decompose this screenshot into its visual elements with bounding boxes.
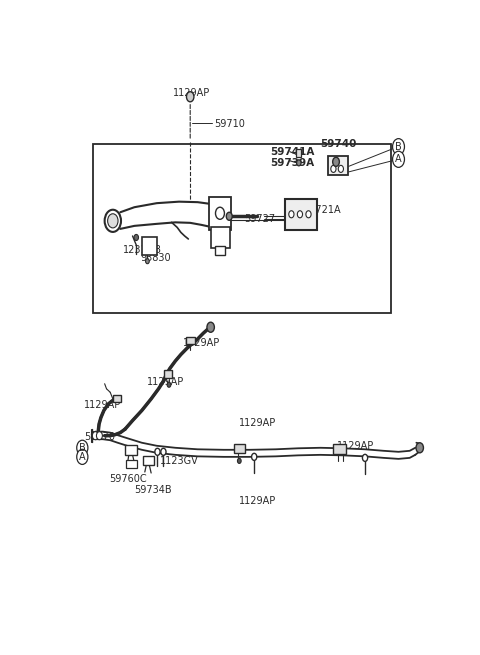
Text: 93830: 93830 (140, 253, 170, 263)
Bar (186, 337, 195, 345)
Text: 1129AP: 1129AP (239, 496, 276, 506)
Text: 59760C: 59760C (109, 474, 147, 483)
Circle shape (306, 211, 311, 218)
Circle shape (105, 210, 121, 232)
Text: A: A (79, 452, 85, 462)
Text: 1129AP: 1129AP (84, 400, 121, 411)
Bar (209, 197, 231, 230)
Text: B: B (395, 141, 402, 152)
Text: 1231DB: 1231DB (123, 245, 162, 255)
Bar (164, 370, 172, 378)
Circle shape (289, 211, 294, 218)
Text: 59739A: 59739A (270, 158, 314, 168)
Text: 1129AP: 1129AP (337, 441, 374, 451)
Text: 1129AP: 1129AP (183, 338, 220, 348)
Bar (94, 144, 391, 313)
Circle shape (416, 443, 423, 453)
Circle shape (167, 383, 171, 387)
Circle shape (161, 448, 166, 455)
Text: 59734B: 59734B (134, 485, 172, 495)
Text: 1123GV: 1123GV (160, 456, 199, 466)
Circle shape (338, 165, 344, 172)
Circle shape (186, 92, 194, 102)
Circle shape (297, 160, 301, 166)
Bar (285, 198, 317, 230)
Text: 59770: 59770 (84, 432, 115, 441)
Circle shape (96, 432, 102, 440)
Circle shape (362, 455, 368, 461)
Circle shape (297, 211, 302, 218)
Circle shape (226, 212, 232, 220)
Bar (211, 227, 230, 248)
Circle shape (216, 207, 225, 219)
Text: 59741A: 59741A (270, 147, 314, 157)
Bar (334, 444, 347, 455)
Circle shape (393, 139, 405, 155)
Bar (125, 445, 137, 455)
Circle shape (207, 322, 215, 332)
Circle shape (331, 165, 336, 172)
Text: 59710: 59710 (215, 119, 245, 129)
Bar (216, 246, 225, 255)
Bar (142, 237, 157, 255)
Bar (126, 460, 137, 468)
Circle shape (77, 449, 88, 464)
Text: 59721A: 59721A (304, 205, 341, 215)
Text: 1129AP: 1129AP (147, 377, 185, 387)
Circle shape (393, 151, 405, 168)
Text: 59740: 59740 (321, 139, 357, 149)
Circle shape (134, 234, 139, 240)
Bar (296, 149, 301, 157)
Circle shape (238, 458, 241, 464)
Circle shape (155, 448, 160, 455)
Bar (143, 456, 154, 465)
Circle shape (108, 214, 118, 228)
Text: B: B (79, 443, 86, 453)
Text: A: A (395, 155, 402, 164)
Text: 59727: 59727 (244, 214, 275, 224)
Text: 1129AP: 1129AP (173, 88, 211, 98)
Circle shape (145, 259, 149, 264)
Circle shape (333, 157, 339, 166)
Bar (113, 395, 121, 402)
Circle shape (252, 453, 257, 460)
Circle shape (92, 432, 98, 440)
Circle shape (77, 440, 88, 455)
Text: 1129AP: 1129AP (239, 418, 276, 428)
Bar (234, 443, 245, 453)
Bar (328, 157, 348, 176)
